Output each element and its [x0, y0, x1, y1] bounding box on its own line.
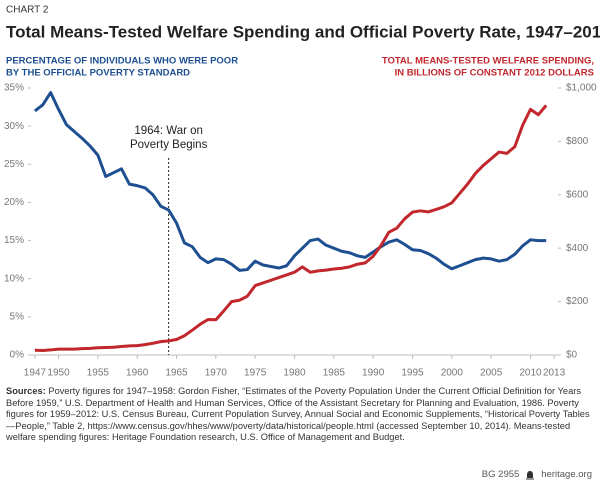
y-tick-label: 5% — [10, 311, 25, 322]
y2-tick-label: $200 — [566, 296, 589, 307]
y2-tick-label: $400 — [566, 243, 589, 254]
y-tick-label: 20% — [4, 197, 24, 208]
y-axis-title: PERCENTAGE OF INDIVIDUALS WHO WERE POOR — [6, 56, 238, 67]
y2-tick-label: $800 — [566, 136, 589, 147]
y-axis-title: BY THE OFFICIAL POVERTY STANDARD — [6, 68, 190, 79]
annotation-text: 1964: War on — [134, 125, 203, 137]
series-line — [34, 91, 547, 272]
sources-label: Sources: — [6, 386, 46, 396]
y2-tick-label: $600 — [566, 189, 589, 200]
x-tick-label: 1955 — [87, 368, 110, 379]
y2-axis-title: TOTAL MEANS-TESTED WELFARE SPENDING, — [382, 56, 594, 67]
x-tick-label: 2000 — [441, 368, 464, 379]
y-tick-label: 15% — [4, 235, 24, 246]
y-tick-label: 30% — [4, 121, 24, 132]
y-tick-label: 0% — [10, 350, 25, 361]
sources-text: Poverty figures for 1947–1958: Gordon Fi… — [6, 386, 590, 443]
x-tick-label: 1975 — [244, 368, 267, 379]
y-tick-label: 35% — [4, 83, 24, 94]
x-tick-label: 1960 — [126, 368, 149, 379]
x-tick-label: 1985 — [323, 368, 346, 379]
chart-title: Total Means-Tested Welfare Spending and … — [6, 22, 600, 41]
x-tick-label: 1965 — [165, 368, 188, 379]
x-tick-label: 1990 — [362, 368, 385, 379]
bell-icon — [526, 470, 535, 479]
y-tick-label: 25% — [4, 159, 24, 170]
x-tick-label: 2005 — [480, 368, 503, 379]
y2-axis-title: IN BILLIONS OF CONSTANT 2012 DOLLARS — [395, 68, 594, 79]
x-tick-label: 1995 — [401, 368, 424, 379]
y-tick-label: 10% — [4, 273, 24, 284]
chart: CHART 2 Total Means-Tested Welfare Spend… — [4, 5, 600, 379]
annotation-text: Poverty Begins — [130, 139, 208, 151]
footer-site: heritage.org — [541, 469, 592, 480]
x-tick-label: 1947 — [24, 368, 47, 379]
x-tick-label: 2013 — [543, 368, 566, 379]
footer-id: BG 2955 — [481, 469, 520, 480]
y2-tick-label: $0 — [566, 350, 578, 361]
chart-kicker: CHART 2 — [6, 5, 49, 16]
series-line — [34, 104, 548, 352]
footer: BG 2955 heritage.org — [482, 469, 592, 480]
sources: Sources: Poverty figures for 1947–1958: … — [6, 386, 594, 444]
y2-tick-label: $1,000 — [566, 83, 597, 94]
x-tick-label: 1950 — [47, 368, 70, 379]
x-tick-label: 2010 — [519, 368, 542, 379]
x-tick-label: 1980 — [283, 368, 306, 379]
x-tick-label: 1970 — [205, 368, 228, 379]
